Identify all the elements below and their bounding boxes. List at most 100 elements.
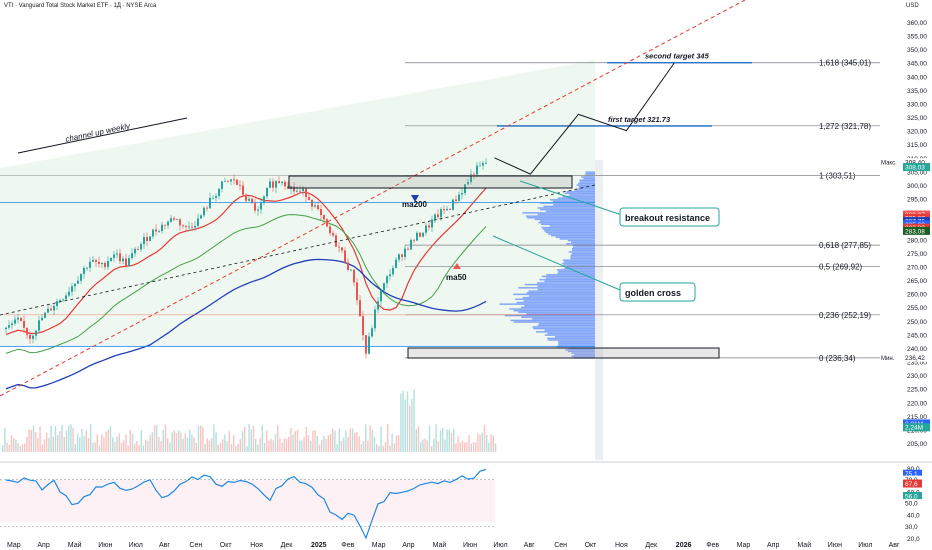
volume-profile-bar [537,213,595,216]
volume-profile-bar [546,274,595,276]
volume-profile-bar [542,228,595,230]
volume-bar [433,439,435,452]
volume-profile-bar [544,230,595,232]
candle-body [293,186,295,192]
volume-profile-bar [567,239,595,242]
volume-bar [380,426,382,452]
time-tick-label: Июн [98,542,112,549]
candle-body [56,301,58,307]
volume-profile-bar [536,331,595,333]
ma200-line [5,258,487,390]
candle-body [431,219,433,228]
candle-body [83,268,85,274]
candle-body [38,320,40,331]
candle-body [485,162,487,164]
volume-profile-bar [574,353,595,356]
resistance-zone-box [288,175,573,189]
candle-body [449,208,451,210]
candle-body [353,269,355,283]
volume-bar [486,434,488,452]
time-tick-label: Ноя [615,542,628,549]
volume-profile-bar [569,194,595,196]
volume-profile-bar [513,293,595,296]
volume-bar [343,437,345,452]
volume-bar [446,429,448,452]
candle-body [104,262,106,267]
fibonacci-levels: 1,618 (345,01) 1,272 (321,78) 1 (303,51) 0,… [0,52,880,363]
volume-profile-bar [557,197,595,199]
volume-bar [424,438,426,452]
volume-bar [373,437,376,452]
volume-bar [182,438,184,452]
candle-body [398,254,400,260]
candle-body [170,218,172,222]
candle-body [365,335,367,354]
volume-bar [72,427,74,452]
candle-body [356,282,358,301]
volume-bar [156,425,158,452]
volume-profile-bar [539,278,595,281]
candle-body [281,181,283,184]
price-tag-label: 236,42 [905,355,925,362]
volume-bar [151,432,153,452]
candle-body [317,205,319,210]
volume-bar [17,442,19,452]
rsi-tag-label: 67,6 [905,481,918,488]
candle-body [116,253,118,255]
volume-bar [149,435,151,452]
volume-bar [116,436,118,452]
candle-body [131,253,133,258]
candle-body [257,209,259,211]
volume-bar [327,435,329,452]
ma200-label: ma200 [402,200,427,209]
candle-body [416,232,418,241]
fib-level-label: 1 (303,51) [819,171,856,180]
volume-bar [347,436,349,452]
volume-profile-bar [524,283,595,286]
volume-profile-bar [546,210,595,212]
volume-bar [296,429,299,452]
candle-body [419,232,421,237]
candle-body [467,181,469,185]
candle-body [335,235,337,247]
volume-bar [153,425,156,452]
volume-bar [173,430,175,452]
candle-body [77,280,79,284]
time-tick-label: Май [433,541,447,549]
volume-profile-bar [515,298,595,301]
rsi-tag [903,492,922,500]
volume-bar [178,430,180,452]
volume-bar [428,425,431,452]
candle-body [29,334,31,339]
candle-body [368,336,370,354]
candle-body [59,300,61,302]
candle-body [164,224,166,226]
candle-body [446,208,448,211]
volume-bars [2,389,497,452]
candle-body [185,226,187,227]
volume-bar [426,440,428,452]
volume-bar [393,443,395,452]
volume-profile-bar [545,231,595,234]
rsi-tag-label: 30,0 [905,524,918,531]
volume-profile-bar [540,202,595,204]
volume-bar [325,438,327,452]
volume-bar [334,430,336,452]
candle-body [47,308,49,313]
fib-level-label: 0,236 (252,19) [819,311,871,320]
price-tick-label: 205,00 [907,441,927,448]
volume-profile-bar [527,217,595,219]
volume-bar [369,425,371,452]
volume-bar [87,437,90,452]
volume-bar [461,440,464,452]
volume-bar [395,435,398,452]
candle-body [386,276,388,284]
candle-body [377,301,379,310]
candle-body [371,328,373,337]
candle-body [125,258,127,267]
volume-bar [277,425,279,452]
candle-body [248,198,250,201]
volume-bar [79,437,81,452]
price-tick-label: 220,00 [907,400,927,407]
